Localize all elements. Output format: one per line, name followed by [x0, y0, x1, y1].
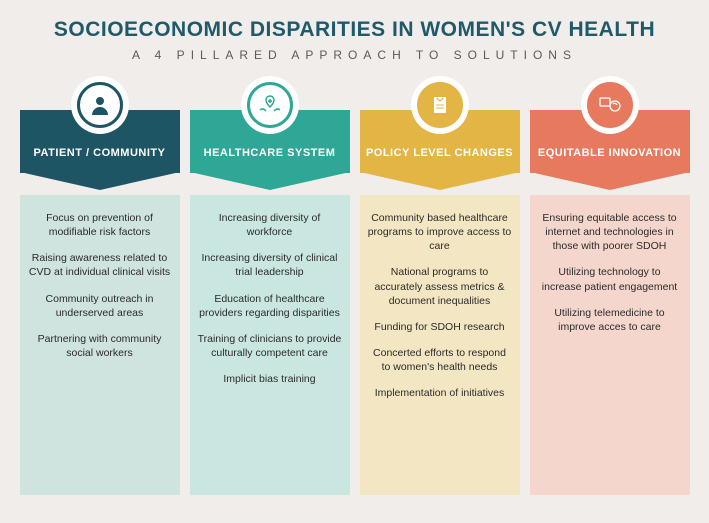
hands-medical-icon	[247, 82, 293, 128]
pillar-item: Community outreach in underserved areas	[28, 292, 172, 320]
pillar-item: Concerted efforts to respond to women's …	[368, 346, 512, 374]
telemedicine-icon	[587, 82, 633, 128]
page-title: SOCIOECONOMIC DISPARITIES IN WOMEN'S CV …	[0, 0, 709, 48]
chevron-down-icon	[530, 172, 690, 190]
pillar-icon-wrap	[411, 76, 469, 134]
chevron-down-icon	[360, 172, 520, 190]
pillar-body: Focus on prevention of modifiable risk f…	[20, 195, 180, 495]
pillar-policy-changes: POLICY LEVEL CHANGES Community based hea…	[360, 110, 520, 495]
pillar-item: Training of clinicians to provide cultur…	[198, 332, 342, 360]
pillar-item: Increasing diversity of workforce	[198, 211, 342, 239]
pillar-item: Utilizing telemedicine to improve acces …	[538, 306, 682, 334]
pillar-item: Implementation of initiatives	[368, 386, 512, 400]
pillar-equitable-innovation: EQUITABLE INNOVATION Ensuring equitable …	[530, 110, 690, 495]
pillar-item: Ensuring equitable access to internet an…	[538, 211, 682, 254]
pillar-item: Increasing diversity of clinical trial l…	[198, 251, 342, 279]
pillar-item: Focus on prevention of modifiable risk f…	[28, 211, 172, 239]
pillar-item: Community based healthcare programs to i…	[368, 211, 512, 254]
pillar-healthcare-system: HEALTHCARE SYSTEM Increasing diversity o…	[190, 110, 350, 495]
person-icon	[77, 82, 123, 128]
pillar-item: National programs to accurately assess m…	[368, 265, 512, 308]
pillar-item: Utilizing technology to increase patient…	[538, 265, 682, 293]
pillar-patient-community: PATIENT / COMMUNITY Focus on prevention …	[20, 110, 180, 495]
pillar-item: Raising awareness related to CVD at indi…	[28, 251, 172, 279]
chevron-down-icon	[20, 172, 180, 190]
pillar-body: Increasing diversity of workforce Increa…	[190, 195, 350, 495]
pillar-item: Funding for SDOH research	[368, 320, 512, 334]
pillar-icon-wrap	[241, 76, 299, 134]
pillar-item: Implicit bias training	[198, 372, 342, 386]
pillar-item: Partnering with community social workers	[28, 332, 172, 360]
pillar-body: Ensuring equitable access to internet an…	[530, 195, 690, 495]
pillar-item: Education of healthcare providers regard…	[198, 292, 342, 320]
pillar-icon-wrap	[71, 76, 129, 134]
document-icon	[417, 82, 463, 128]
pillars-container: PATIENT / COMMUNITY Focus on prevention …	[0, 76, 709, 495]
page-subtitle: A 4 PILLARED APPROACH TO SOLUTIONS	[0, 48, 709, 76]
pillar-icon-wrap	[581, 76, 639, 134]
chevron-down-icon	[190, 172, 350, 190]
pillar-body: Community based healthcare programs to i…	[360, 195, 520, 495]
